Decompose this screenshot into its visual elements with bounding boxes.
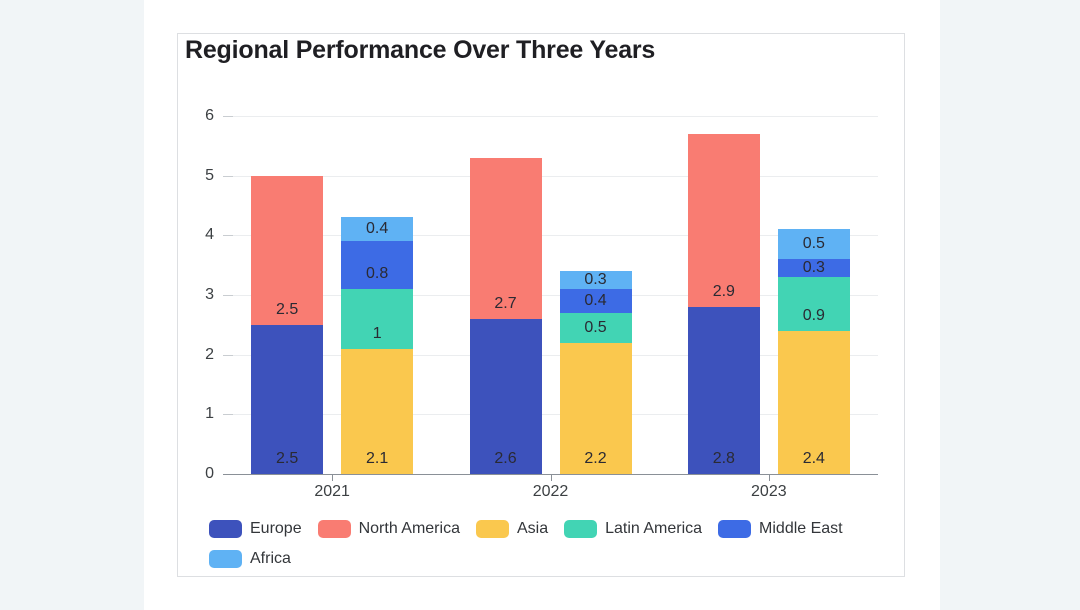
chart-title: Regional Performance Over Three Years [185, 36, 656, 64]
y-axis-tick-3 [223, 295, 233, 296]
gridline-2 [223, 354, 878, 356]
plot-area: 0 1 2 3 4 5 6 2021 2.5 2.5 2.1 1 0.8 0.4 2022 2.6 2.7 2.2… [178, 34, 904, 576]
bar-value-label-asia-2023: 2.4 [802, 449, 825, 467]
legend-label-latin-america: Latin America [605, 520, 703, 537]
bar-segment-africa-2023[interactable]: 0.5 [777, 229, 850, 260]
y-axis-tick-2 [223, 354, 233, 356]
bar-segment-latin-america-2021[interactable]: 1 [341, 289, 414, 349]
legend-swatch-latin-america [564, 520, 598, 538]
bar-value-label-north-america-2021: 2.5 [276, 300, 299, 318]
legend-label-europe: Europe [250, 520, 302, 537]
gridline-5 [223, 175, 878, 177]
bar-value-label-asia-2022: 2.2 [584, 449, 607, 467]
bar-value-label-latin-america-2021: 1 [372, 324, 382, 342]
bar-value-label-asia-2021: 2.1 [366, 449, 389, 467]
bar-value-label-africa-2022: 0.3 [584, 271, 607, 289]
bar-segment-europe-2023[interactable]: 2.8 [687, 306, 760, 474]
bar-segment-africa-2021[interactable]: 0.4 [341, 217, 414, 242]
bar-value-label-europe-2022: 2.6 [494, 449, 517, 467]
left-margin-strip [0, 0, 144, 610]
y-axis-label-5: 5 [205, 166, 214, 184]
legend-item-north-america[interactable]: North America [317, 520, 460, 538]
x-axis-tick-2022 [550, 475, 552, 481]
bar-segment-middle-east-2021[interactable]: 0.8 [341, 241, 414, 290]
bar-value-label-europe-2023: 2.8 [712, 449, 735, 467]
bar-segment-north-america-2022[interactable]: 2.7 [469, 157, 542, 319]
legend-item-latin-america[interactable]: Latin America [564, 520, 702, 538]
legend-item-asia[interactable]: Asia [475, 520, 549, 538]
x-axis-label-2021: 2021 [314, 483, 350, 500]
y-axis-tick-4 [223, 235, 233, 237]
gridline-3 [223, 295, 878, 296]
y-axis-label-2: 2 [205, 345, 214, 363]
y-axis-tick-6 [223, 116, 233, 117]
y-axis-tick-5 [223, 175, 233, 177]
legend-swatch-north-america [317, 520, 351, 538]
bar-value-label-middle-east-2022: 0.4 [584, 291, 607, 309]
bar-segment-asia-2022[interactable]: 2.2 [559, 342, 632, 474]
x-axis-tick-2023 [768, 475, 770, 481]
legend-label-middle-east: Middle East [759, 520, 843, 537]
legend-swatch-asia [475, 520, 509, 538]
bar-value-label-africa-2023: 0.5 [802, 235, 825, 253]
bar-segment-europe-2022[interactable]: 2.6 [469, 318, 542, 474]
gridline-6 [223, 116, 878, 117]
x-axis-label-2023: 2023 [751, 483, 787, 500]
legend-item-europe[interactable]: Europe [209, 520, 302, 538]
legend-item-africa[interactable]: Africa [209, 550, 291, 568]
legend-swatch-africa [209, 550, 242, 568]
y-axis-label-4: 4 [205, 226, 214, 244]
legend-label-africa: Africa [250, 550, 291, 567]
bar-segment-africa-2022[interactable]: 0.3 [559, 271, 632, 290]
y-axis-label-3: 3 [205, 286, 214, 303]
bar-value-label-africa-2021: 0.4 [366, 220, 389, 238]
y-axis-label-0: 0 [205, 465, 214, 482]
x-axis-label-2022: 2022 [532, 483, 569, 500]
legend-swatch-europe [209, 520, 242, 538]
bar-segment-middle-east-2023[interactable]: 0.3 [777, 259, 850, 278]
bar-value-label-latin-america-2023: 0.9 [802, 306, 825, 324]
bar-segment-middle-east-2022[interactable]: 0.4 [559, 289, 632, 313]
bar-segment-asia-2021[interactable]: 2.1 [341, 348, 414, 474]
bar-segment-latin-america-2022[interactable]: 0.5 [559, 312, 632, 343]
bar-segment-north-america-2021[interactable]: 2.5 [251, 175, 324, 325]
x-axis-tick-2021 [332, 475, 334, 481]
bar-value-label-europe-2021: 2.5 [276, 449, 299, 467]
legend-label-north-america: North America [358, 520, 460, 537]
legend-item-middle-east[interactable]: Middle East [718, 520, 843, 538]
bar-value-label-middle-east-2021: 0.8 [366, 265, 389, 283]
bar-segment-asia-2023[interactable]: 2.4 [777, 330, 850, 474]
right-margin-strip [940, 0, 1080, 610]
y-axis-label-6: 6 [205, 107, 214, 124]
bar-segment-north-america-2023[interactable]: 2.9 [687, 133, 760, 307]
bar-segment-europe-2021[interactable]: 2.5 [251, 324, 324, 474]
bar-value-label-latin-america-2022: 0.5 [584, 318, 607, 336]
x-axis-line [223, 474, 878, 475]
y-axis-tick-1 [223, 414, 233, 416]
bar-value-label-north-america-2023: 2.9 [712, 282, 735, 300]
chart-card: Regional Performance Over Three Years 0 1… [177, 33, 905, 577]
bar-value-label-middle-east-2023: 0.3 [802, 259, 825, 277]
y-axis-label-1: 1 [205, 405, 214, 423]
gridline-1 [223, 414, 878, 416]
legend-label-asia: Asia [516, 520, 549, 537]
bar-value-label-north-america-2022: 2.7 [494, 294, 517, 312]
bar-segment-latin-america-2023[interactable]: 0.9 [777, 277, 850, 331]
legend: Europe North America Asia Latin America Midd… [209, 520, 889, 568]
legend-swatch-middle-east [718, 520, 752, 538]
gridline-4 [223, 235, 878, 237]
